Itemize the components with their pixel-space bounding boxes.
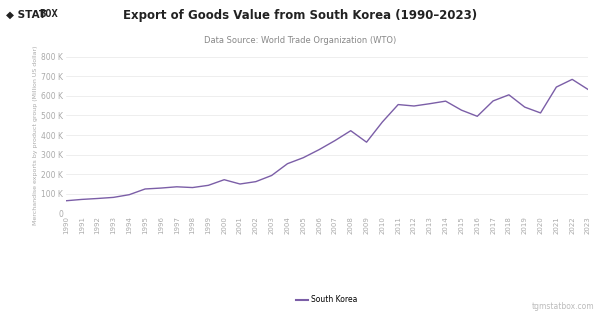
Text: tgmstatbox.com: tgmstatbox.com bbox=[532, 302, 594, 311]
Text: Data Source: World Trade Organization (WTO): Data Source: World Trade Organization (W… bbox=[204, 36, 396, 45]
Y-axis label: Merchandise exports by product group (Million US dollar): Merchandise exports by product group (Mi… bbox=[34, 45, 38, 225]
Text: BOX: BOX bbox=[39, 9, 58, 19]
Legend: South Korea: South Korea bbox=[293, 292, 361, 307]
Text: Export of Goods Value from South Korea (1990–2023): Export of Goods Value from South Korea (… bbox=[123, 9, 477, 22]
Text: ◆ STAT: ◆ STAT bbox=[6, 9, 46, 19]
